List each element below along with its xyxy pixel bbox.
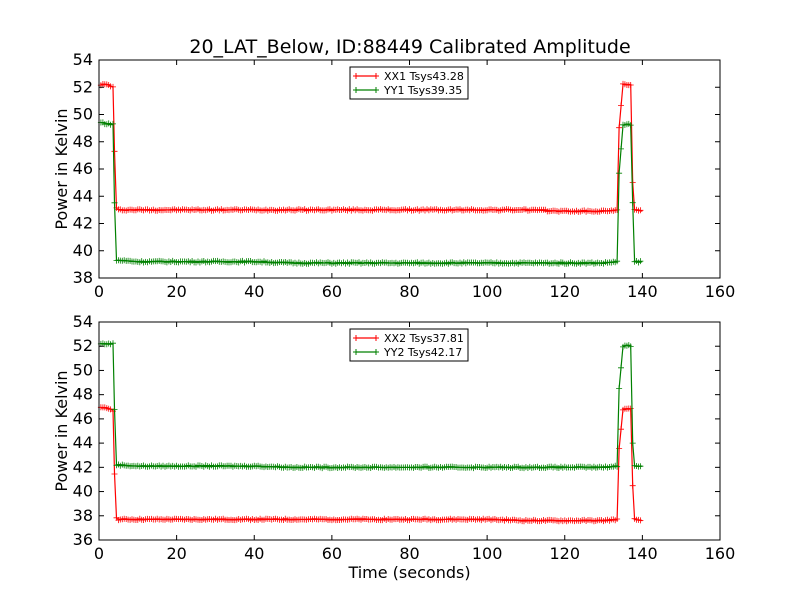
y-tick-label: 42 <box>73 214 93 233</box>
series-group <box>97 340 644 525</box>
legend-marker <box>373 87 379 93</box>
data-point <box>627 405 634 412</box>
y-tick-label: 54 <box>73 50 93 69</box>
data-point <box>111 199 118 206</box>
x-tick-label: 80 <box>399 282 419 301</box>
data-point <box>637 258 644 265</box>
data-point <box>618 145 624 152</box>
data-point <box>616 124 623 131</box>
series-markers-2 <box>97 119 644 267</box>
y-tick-label: 52 <box>73 336 93 355</box>
legend-box <box>349 328 469 362</box>
data-point <box>637 463 644 470</box>
legend-marker <box>353 349 359 355</box>
data-point <box>110 120 116 127</box>
series-markers-1 <box>97 404 644 525</box>
data-point <box>629 199 636 206</box>
x-tick-label: 0 <box>94 282 104 301</box>
data-point <box>637 207 644 214</box>
legend-entry: XX1 Tsys43.28 <box>384 70 464 83</box>
data-point <box>627 122 634 129</box>
legend-entry: YY1 Tsys39.35 <box>383 84 462 97</box>
data-point <box>616 170 623 177</box>
data-point <box>627 343 634 350</box>
bottom-plot-panel: 0 20 40 60 80 100 120 140 160 36 38 40 42 44 46 48 50 52 5… <box>52 312 735 582</box>
y-tick-label: 52 <box>73 77 93 96</box>
legend-marker <box>373 335 379 341</box>
x-tick-label: 100 <box>472 544 503 563</box>
chart-title: 20_LAT_Below, ID:88449 Calibrated Amplit… <box>189 36 630 58</box>
x-tick-label: 140 <box>627 282 658 301</box>
x-tick-label: 20 <box>166 282 186 301</box>
x-tick-label: 120 <box>549 282 580 301</box>
x-tick-label: 60 <box>322 544 342 563</box>
top-plot-panel: 0 20 40 60 80 100 120 140 160 38 40 42 44 46 48 50 52 54 P… <box>52 50 735 301</box>
x-tick-label: 160 <box>705 544 736 563</box>
x-tick-label: 60 <box>322 282 342 301</box>
y-tick-label: 36 <box>73 530 93 549</box>
y-tick-label: 38 <box>73 268 93 287</box>
data-point <box>614 463 621 470</box>
y-tick-label: 50 <box>73 105 93 124</box>
x-axis-label: Time (seconds) <box>347 563 470 582</box>
y-tick-label: 54 <box>73 312 93 331</box>
x-tick-label: 40 <box>244 544 264 563</box>
series-markers-2 <box>97 340 644 472</box>
y-tick-label: 38 <box>73 506 93 525</box>
y-tick-label: 44 <box>73 433 93 452</box>
x-tick-label: 120 <box>549 544 580 563</box>
data-point <box>618 364 624 371</box>
legend-entry: YY2 Tsys42.17 <box>383 346 462 359</box>
data-point <box>614 258 621 265</box>
y-tick-label: 50 <box>73 360 93 379</box>
y-tick-label: 44 <box>73 186 93 205</box>
data-point <box>110 83 116 90</box>
legend-marker <box>373 349 379 355</box>
x-tick-label: 140 <box>627 544 658 563</box>
y-axis-label: Power in Kelvin <box>52 108 71 229</box>
data-point <box>111 406 118 413</box>
y-tick-label: 40 <box>73 482 93 501</box>
data-point <box>637 517 644 524</box>
data-point <box>627 82 634 88</box>
data-point <box>110 340 116 347</box>
y-tick-label: 40 <box>73 241 93 260</box>
data-point <box>111 471 118 477</box>
legend-marker <box>353 87 359 93</box>
data-point <box>629 482 636 489</box>
y-tick-label: 46 <box>73 409 93 428</box>
data-point <box>614 206 621 213</box>
data-point <box>618 426 624 433</box>
data-point <box>629 440 636 447</box>
legend-entry: XX2 Tsys37.81 <box>384 332 464 345</box>
data-point <box>618 102 624 109</box>
series-group <box>97 80 644 267</box>
y-tick-label: 48 <box>73 132 93 151</box>
y-tick-label: 42 <box>73 457 93 476</box>
series-markers-1 <box>97 80 644 215</box>
legend-box <box>349 66 469 100</box>
data-point <box>111 148 118 155</box>
x-tick-label: 160 <box>705 282 736 301</box>
x-tick-label: 100 <box>472 282 503 301</box>
legend-marker <box>373 73 379 79</box>
legend-marker <box>353 73 359 79</box>
x-tick-label: 20 <box>166 544 186 563</box>
data-point <box>616 385 623 392</box>
x-tick-label: 40 <box>244 282 264 301</box>
legend-marker <box>353 335 359 341</box>
x-tick-label: 80 <box>399 544 419 563</box>
y-axis-label: Power in Kelvin <box>52 370 71 491</box>
data-point <box>614 516 621 522</box>
y-tick-label: 46 <box>73 159 93 178</box>
x-tick-label: 0 <box>94 544 104 563</box>
y-tick-label: 48 <box>73 385 93 404</box>
